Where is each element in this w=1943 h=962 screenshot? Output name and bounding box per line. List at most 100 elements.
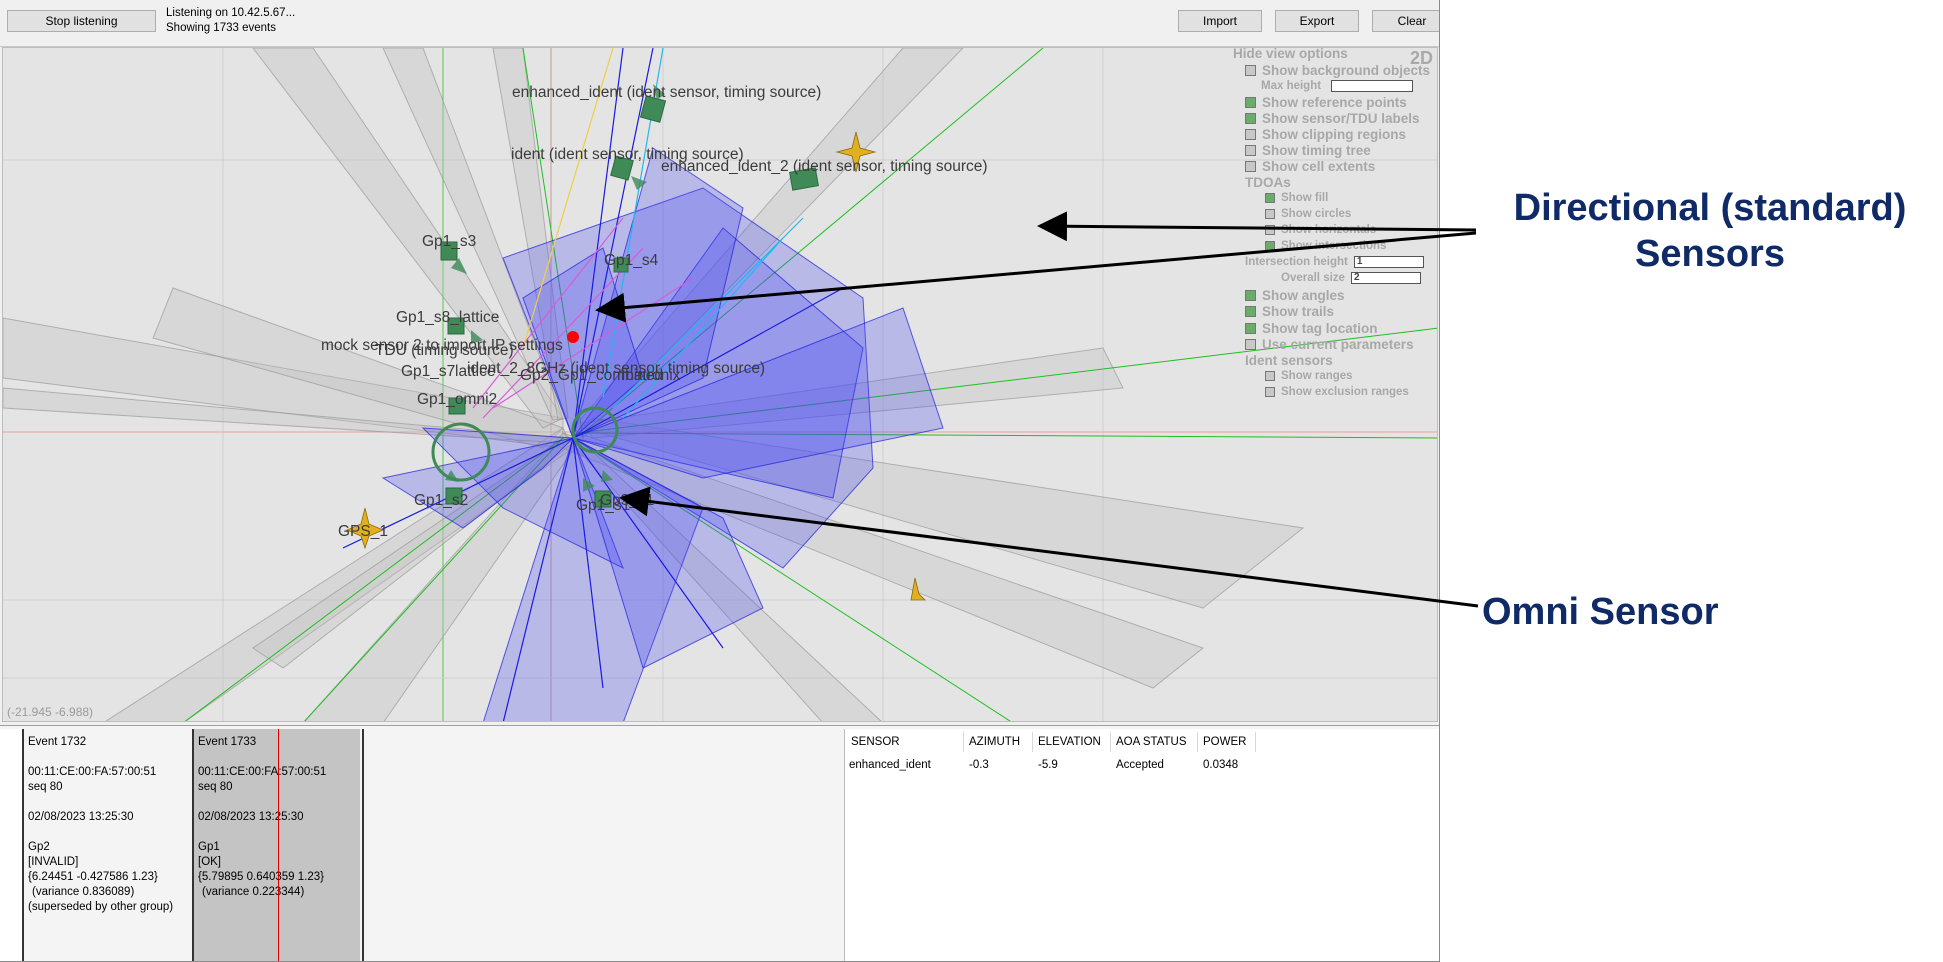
event-list[interactable]: Event 1732 00:11:CE:00:FA:57:00:51 seq 8…	[0, 729, 840, 961]
option-label: Show angles	[1262, 288, 1345, 303]
event-timestamp: 02/08/2023 13:25:30	[28, 811, 134, 823]
aoa-table: SENSOR AZIMUTH ELEVATION AOA STATUS POWE…	[844, 729, 1439, 961]
checkbox[interactable]	[1245, 290, 1256, 301]
checkbox[interactable]	[1245, 97, 1256, 108]
option-label: Show timing tree	[1262, 143, 1371, 158]
event-group: Gp2	[28, 841, 50, 853]
table-cell-power[interactable]: 0.0348	[1203, 759, 1239, 771]
checkbox[interactable]	[1265, 241, 1275, 251]
option-label: Show exclusion ranges	[1281, 386, 1409, 398]
checkbox[interactable]	[1245, 323, 1256, 334]
option-reference-points[interactable]: Show reference points	[1245, 95, 1407, 110]
event-note: (superseded by other group)	[28, 901, 174, 913]
option-overall-size: Overall size 2	[1281, 272, 1421, 284]
event-card-selected[interactable]: Event 1733 00:11:CE:00:FA:57:00:51 seq 8…	[192, 729, 360, 961]
checkbox[interactable]	[1265, 193, 1275, 203]
time-cursor	[278, 729, 279, 961]
column-divider	[1032, 732, 1033, 752]
column-header-sensor[interactable]: SENSOR	[851, 736, 900, 748]
event-list-margin	[0, 729, 22, 961]
checkbox[interactable]	[1265, 209, 1275, 219]
checkbox[interactable]	[1245, 161, 1256, 172]
option-label: Show sensor/TDU labels	[1262, 111, 1420, 126]
option-show-intersections[interactable]: Show intersections	[1265, 240, 1386, 252]
map-label-gp1-s2: Gp1_s2	[414, 492, 469, 509]
option-background-objects[interactable]: Show background objects	[1245, 63, 1430, 78]
table-cell-aoa-status[interactable]: Accepted	[1116, 759, 1164, 771]
option-label: Use current parameters	[1262, 337, 1414, 352]
option-sensor-labels[interactable]: Show sensor/TDU labels	[1245, 111, 1420, 126]
checkbox[interactable]	[1245, 306, 1256, 317]
map-label-enhanced-ident: enhanced_ident (ident sensor, timing sou…	[512, 84, 822, 101]
map-label-gp1-omni2: Gp1_omni2	[417, 391, 498, 408]
toolbar: Stop listening Listening on 10.42.5.67..…	[0, 0, 1439, 47]
checkbox[interactable]	[1245, 339, 1256, 350]
option-show-exclusion-ranges[interactable]: Show exclusion ranges	[1265, 386, 1409, 398]
column-header-aoa-status[interactable]: AOA STATUS	[1116, 736, 1187, 748]
map-viewport[interactable]: enhanced_ident (ident sensor, timing sou…	[2, 47, 1438, 722]
option-show-fill[interactable]: Show fill	[1265, 192, 1328, 204]
intersection-height-input[interactable]: 1	[1353, 256, 1424, 268]
map-label-gp2-combined: Gp2_Gp1_combined	[520, 367, 664, 384]
table-cell-azimuth[interactable]: -0.3	[969, 759, 989, 771]
event-title: Event 1732	[28, 736, 87, 748]
overall-size-input[interactable]: 2	[1350, 272, 1421, 284]
hide-view-options-toggle[interactable]: Hide view options	[1233, 47, 1348, 61]
option-show-tag-location[interactable]: Show tag location	[1245, 321, 1378, 336]
event-status: [OK]	[198, 856, 222, 868]
option-label: Show tag location	[1262, 321, 1378, 336]
event-seq: seq 80	[198, 781, 233, 793]
checkbox[interactable]	[1265, 225, 1275, 235]
map-label-gp1-s7: Gp1_s7	[401, 363, 456, 380]
event-card[interactable]: Event 1732 00:11:CE:00:FA:57:00:51 seq 8…	[22, 729, 190, 961]
option-label: Show cell extents	[1262, 159, 1376, 174]
export-button[interactable]: Export	[1275, 10, 1359, 32]
checkbox[interactable]	[1245, 129, 1256, 140]
option-use-current-parameters[interactable]: Use current parameters	[1245, 337, 1414, 352]
import-button[interactable]: Import	[1178, 10, 1262, 32]
app-window: Stop listening Listening on 10.42.5.67..…	[0, 0, 1440, 962]
map-label-gp1-s8: Gp1_s8_lattice	[396, 309, 500, 326]
option-show-circles[interactable]: Show circles	[1265, 208, 1351, 220]
map-label-mock-sensor: mock sensor 2 to import IP settings	[321, 337, 563, 354]
column-divider	[963, 732, 964, 752]
event-timestamp: 02/08/2023 13:25:30	[198, 811, 304, 823]
option-show-ranges[interactable]: Show ranges	[1265, 370, 1353, 382]
listening-status: Listening on 10.42.5.67... Showing 1733 …	[166, 6, 295, 36]
checkbox[interactable]	[1265, 371, 1275, 381]
table-cell-elevation[interactable]: -5.9	[1038, 759, 1058, 771]
map-label-enhanced-ident-2: enhanced_ident_2 (ident sensor, timing s…	[661, 158, 988, 175]
column-header-azimuth[interactable]: AZIMUTH	[969, 736, 1021, 748]
option-show-horizontals[interactable]: Show horizontals	[1265, 224, 1376, 236]
option-clipping-regions[interactable]: Show clipping regions	[1245, 127, 1406, 142]
option-cell-extents[interactable]: Show cell extents	[1245, 159, 1375, 174]
callout-line: Directional (standard)	[1513, 187, 1907, 229]
option-label: Show circles	[1281, 208, 1352, 220]
table-cell-sensor[interactable]: enhanced_ident	[849, 759, 931, 771]
ident-sensors-heading: Ident sensors	[1245, 353, 1333, 368]
map-label-gps-1: GPS_1	[338, 523, 388, 540]
option-timing-tree[interactable]: Show timing tree	[1245, 143, 1371, 158]
column-header-elevation[interactable]: ELEVATION	[1038, 736, 1101, 748]
checkbox[interactable]	[1265, 387, 1275, 397]
view-mode-indicator[interactable]: 2D	[1409, 48, 1433, 68]
option-show-angles[interactable]: Show angles	[1245, 288, 1345, 303]
event-mac: 00:11:CE:00:FA:57:00:51	[28, 766, 157, 778]
map-label-gp1-s1: Gp1_s1	[576, 497, 631, 514]
option-label: Show intersections	[1281, 240, 1387, 252]
max-height-input[interactable]	[1331, 80, 1414, 92]
checkbox[interactable]	[1245, 145, 1256, 156]
column-header-power[interactable]: POWER	[1203, 736, 1247, 748]
event-title: Event 1733	[198, 736, 257, 748]
checkbox[interactable]	[1245, 113, 1256, 124]
bottom-panel: Event 1732 00:11:CE:00:FA:57:00:51 seq 8…	[0, 725, 1439, 961]
option-show-trails[interactable]: Show trails	[1245, 304, 1334, 319]
map-label-matronix: matronix	[621, 367, 681, 384]
event-status: [INVALID]	[28, 856, 79, 868]
stop-listening-button[interactable]: Stop listening	[7, 10, 156, 32]
clear-button[interactable]: Clear	[1372, 10, 1439, 32]
column-divider	[1110, 732, 1111, 752]
checkbox[interactable]	[1245, 65, 1256, 76]
column-divider	[1255, 732, 1256, 752]
map-label-gp1-s4: Gp1_s4	[604, 252, 659, 269]
